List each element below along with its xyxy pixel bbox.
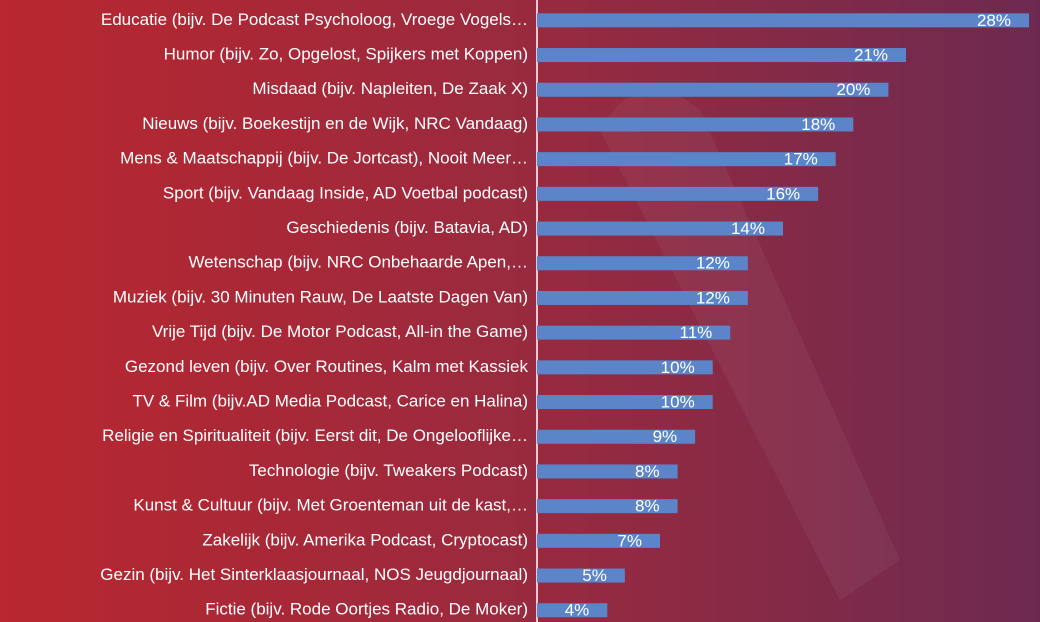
value-label: 8%: [635, 462, 660, 481]
value-label: 16%: [766, 184, 800, 203]
category-label: TV & Film (bijv.AD Media Podcast, Carice…: [132, 392, 528, 411]
value-label: 11%: [680, 323, 713, 342]
bar: [537, 603, 608, 618]
category-label: Nieuws (bijv. Boekestijn en de Wijk, NRC…: [142, 114, 528, 133]
category-label: Gezin (bijv. Het Sinterklaasjournaal, NO…: [100, 565, 528, 584]
bar: [537, 221, 783, 236]
category-label: Mens & Maatschappij (bijv. De Jortcast),…: [120, 149, 528, 168]
bar: [537, 256, 748, 271]
value-label: 8%: [635, 497, 660, 516]
category-label: Misdaad (bijv. Napleiten, De Zaak X): [252, 79, 528, 98]
category-label: Educatie (bijv. De Podcast Psycholoog, V…: [101, 10, 528, 29]
value-label: 21%: [854, 46, 888, 65]
decor: [600, 89, 900, 600]
category-label: Sport (bijv. Vandaag Inside, AD Voetbal …: [163, 183, 528, 202]
category-label: Fictie (bijv. Rode Oortjes Radio, De Mok…: [205, 600, 528, 619]
value-label: 18%: [801, 115, 835, 134]
bar: [537, 568, 625, 583]
category-label: Wetenschap (bijv. NRC Onbehaarde Apen,…: [188, 253, 528, 272]
value-label: 9%: [653, 427, 678, 446]
bar: [537, 464, 678, 479]
bar: [537, 499, 678, 514]
category-label: Muziek (bijv. 30 Minuten Rauw, De Laatst…: [113, 287, 528, 306]
bar: [537, 395, 713, 410]
value-label: 7%: [617, 531, 642, 550]
bar: [537, 186, 819, 201]
category-label: Humor (bijv. Zo, Opgelost, Spijkers met …: [164, 45, 528, 64]
category-label: Geschiedenis (bijv. Batavia, AD): [286, 218, 528, 237]
bar: [537, 117, 854, 132]
category-label: Vrije Tijd (bijv. De Motor Podcast, All-…: [152, 322, 528, 341]
value-label: 5%: [582, 566, 607, 585]
value-label: 12%: [696, 254, 730, 273]
bar: [537, 360, 713, 375]
value-label: 4%: [565, 601, 590, 620]
value-label: 28%: [977, 11, 1011, 30]
bar: [537, 429, 696, 444]
category-label: Religie en Spiritualiteit (bijv. Eerst d…: [102, 426, 528, 445]
bar: [537, 533, 660, 548]
value-label: 20%: [836, 80, 870, 99]
bar: [537, 82, 889, 97]
value-label: 10%: [661, 393, 695, 412]
bar: [537, 48, 906, 63]
category-label: Gezond leven (bijv. Over Routines, Kalm …: [125, 357, 529, 376]
category-label: Zakelijk (bijv. Amerika Podcast, Cryptoc…: [202, 530, 528, 549]
value-label: 14%: [731, 219, 765, 238]
bar: [537, 13, 1029, 28]
bar: [537, 290, 748, 305]
value-label: 10%: [661, 358, 695, 377]
value-label: 17%: [784, 150, 818, 169]
bar: [537, 325, 731, 340]
category-label: Technologie (bijv. Tweakers Podcast): [249, 461, 528, 480]
value-label: 12%: [696, 288, 730, 307]
category-label: Kunst & Cultuur (bijv. Met Groenteman ui…: [133, 496, 528, 515]
bar: [537, 152, 836, 167]
